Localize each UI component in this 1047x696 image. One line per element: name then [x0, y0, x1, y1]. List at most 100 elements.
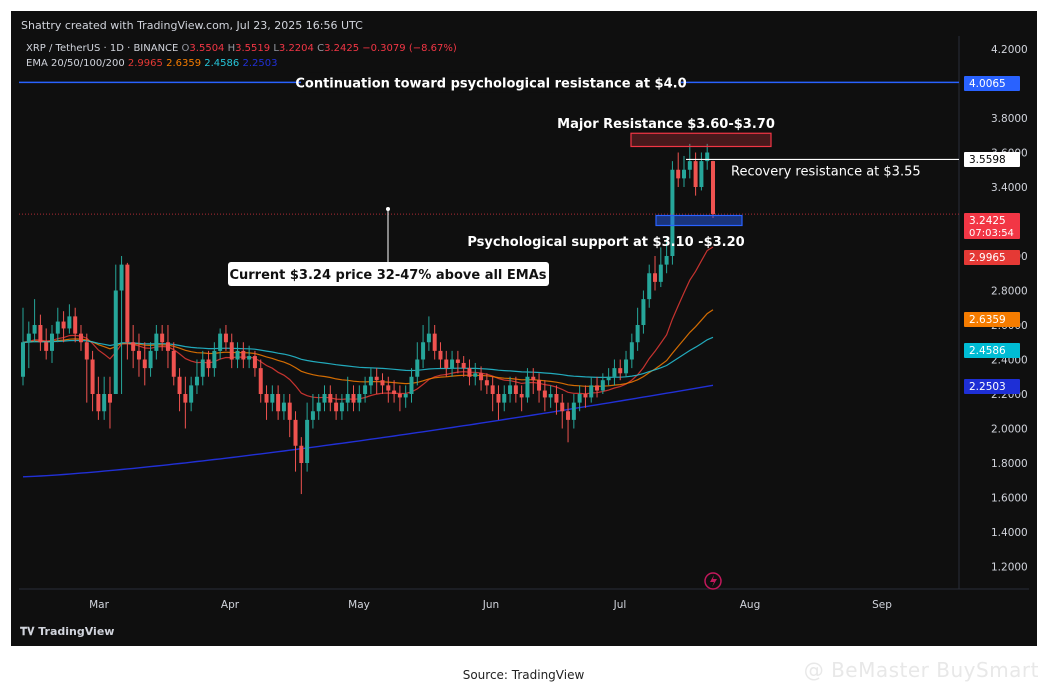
candle-body: [287, 402, 292, 420]
candle-body: [490, 385, 495, 394]
candle-body: [113, 290, 118, 394]
ema20-line: [22, 246, 714, 401]
tv-logo-text: TradingView: [38, 625, 115, 638]
candle-body: [682, 169, 687, 179]
watermark: @ BeMaster BuySmart: [803, 658, 1039, 682]
candle-body: [421, 342, 426, 360]
current-callout-dot: [386, 207, 390, 211]
candle-body: [699, 161, 704, 187]
resistance-annotation: Major Resistance $3.60-$3.70: [557, 117, 775, 132]
candle-body: [293, 419, 298, 446]
price-tag: 2.2503: [969, 381, 1006, 393]
candle-body: [525, 376, 530, 398]
candle-body: [484, 380, 489, 386]
y-tick-label: 1.4000: [991, 527, 1028, 539]
low-value: 3.2204: [278, 43, 314, 54]
candle-body: [415, 359, 420, 377]
candle-body: [125, 264, 130, 343]
candle-body: [345, 394, 350, 403]
candle-body: [664, 256, 669, 265]
candle-body: [322, 394, 327, 403]
candle-body: [647, 273, 652, 300]
price-tag-bg: [964, 379, 1020, 394]
candle-body: [566, 411, 571, 420]
candle-body: [177, 376, 182, 394]
candle-body: [687, 161, 692, 170]
candle-body: [658, 264, 663, 282]
y-tick-label: 4.2000: [991, 44, 1028, 56]
candle-body: [629, 342, 634, 360]
candle-body: [200, 359, 205, 377]
y-tick-label: 1.2000: [991, 562, 1028, 574]
candle-body: [223, 333, 228, 343]
candle-body: [357, 394, 362, 403]
ema100-line: [22, 336, 714, 378]
close-value: 3.2425: [324, 43, 360, 54]
candle-body: [328, 394, 333, 403]
candle-body: [461, 362, 466, 369]
candle-body: [438, 350, 443, 360]
candle-body: [165, 342, 170, 351]
candle-body: [380, 380, 385, 386]
candle-body: [136, 350, 141, 360]
source-caption: Source: TradingView: [462, 668, 585, 682]
candle-body: [606, 376, 611, 381]
price-chart[interactable]: 4.20003.80003.60003.40003.00002.80002.60…: [11, 11, 1037, 646]
candle-body: [432, 333, 437, 351]
change-value: −0.3079 (−8.67%): [362, 43, 457, 54]
candle-body: [334, 402, 339, 412]
x-tick-label: Aug: [740, 599, 761, 611]
candle-body: [241, 350, 246, 360]
chart-credit: Shattry created with TradingView.com, Ju…: [21, 19, 363, 32]
candle-body: [258, 368, 263, 394]
candle-body: [26, 333, 31, 343]
close-label: C: [317, 43, 325, 54]
high-label: H: [227, 43, 236, 54]
price-tag-bg: [964, 250, 1020, 265]
candle-body: [635, 325, 640, 343]
candle-body: [548, 394, 553, 398]
candle-body: [44, 342, 49, 351]
candle-body: [641, 299, 646, 325]
candle-body: [705, 152, 710, 162]
candle-body: [299, 445, 304, 463]
candle-body: [519, 394, 524, 398]
candle-body: [537, 380, 542, 391]
candle-body: [21, 342, 25, 377]
candle-body: [119, 264, 124, 291]
candle-body: [531, 376, 536, 381]
x-tick-label: Sep: [872, 599, 892, 611]
candle-body: [73, 316, 78, 334]
candle-body: [160, 333, 165, 343]
candle-body: [496, 394, 501, 403]
candle-body: [32, 325, 37, 334]
x-tick-label: Jun: [482, 599, 499, 611]
candle-body: [612, 368, 617, 377]
support-annotation: Psychological support at $3.10 -$3.20: [467, 235, 744, 250]
candle-body: [305, 419, 310, 463]
ema-legend: EMA 20/50/100/200 2.9965 2.6359 2.4586 2…: [26, 58, 277, 69]
candle-body: [55, 321, 60, 334]
price-tag-countdown: 07:03:54: [969, 228, 1014, 239]
candle-body: [189, 385, 194, 403]
candle-body: [577, 394, 582, 403]
y-tick-label: 1.8000: [991, 458, 1028, 470]
symbol-legend: XRP / TetherUS · 1D · BINANCE O3.5504 H3…: [26, 43, 457, 54]
price-tag-bg: [964, 76, 1020, 91]
candle-body: [409, 376, 414, 394]
candle-body: [589, 385, 594, 398]
candle-body: [653, 273, 658, 282]
tradingview-logo[interactable]: 𝐓𝐕 TradingView: [20, 625, 114, 639]
price-tag: 3.2425: [969, 215, 1006, 227]
high-value: 3.5519: [235, 43, 271, 54]
candle-body: [339, 402, 344, 412]
chart-panel: 4.20003.80003.60003.40003.00002.80002.60…: [11, 11, 1037, 646]
candle-body: [363, 385, 368, 394]
y-tick-label: 1.6000: [991, 493, 1028, 505]
candle-body: [600, 380, 605, 391]
candle-body: [392, 390, 397, 394]
candle-body: [206, 359, 211, 369]
ema20-value: 2.9965: [127, 58, 163, 69]
candle-body: [264, 394, 269, 403]
ema200-value: 2.2503: [242, 58, 278, 69]
